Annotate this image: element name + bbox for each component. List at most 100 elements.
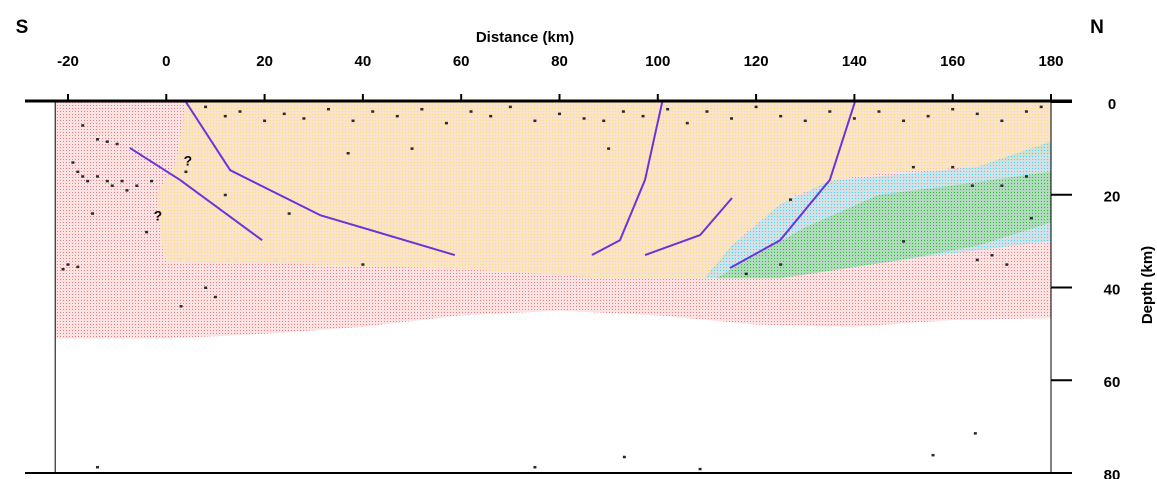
earthquake bbox=[346, 152, 350, 155]
earthquake bbox=[110, 184, 114, 187]
earthquake bbox=[803, 119, 807, 123]
earthquake bbox=[1024, 110, 1028, 113]
earthquake bbox=[931, 453, 935, 457]
earthquake bbox=[410, 147, 414, 150]
x-tick-label: 20 bbox=[256, 53, 273, 70]
earthquake bbox=[698, 467, 702, 471]
earthquake bbox=[1000, 119, 1004, 123]
earthquake bbox=[61, 267, 65, 271]
earthquake bbox=[788, 198, 792, 201]
earthquake bbox=[705, 110, 709, 113]
annotation: ? bbox=[154, 208, 163, 224]
earthquake bbox=[508, 105, 512, 109]
earthquake bbox=[990, 254, 994, 257]
y-tick-label: 60 bbox=[1104, 374, 1121, 391]
earthquake bbox=[287, 212, 291, 215]
fault bbox=[644, 197, 733, 256]
earthquake bbox=[607, 147, 611, 150]
earthquake bbox=[204, 105, 208, 109]
earthquake bbox=[66, 263, 70, 266]
earthquake bbox=[975, 258, 979, 262]
x-tick-label: -20 bbox=[57, 53, 79, 70]
earthquake bbox=[744, 272, 748, 276]
earthquake bbox=[1000, 184, 1004, 187]
region bbox=[716, 171, 1051, 279]
earthquake bbox=[641, 114, 645, 118]
south-label: S bbox=[16, 17, 29, 38]
earthquake bbox=[213, 295, 217, 299]
earthquake bbox=[263, 119, 267, 123]
earthquake bbox=[533, 465, 537, 469]
earthquake bbox=[1024, 175, 1028, 178]
annotation: ? bbox=[184, 153, 193, 169]
earthquake bbox=[145, 230, 149, 234]
earthquake bbox=[602, 119, 606, 123]
earthquake bbox=[970, 184, 974, 187]
x-tick-label: 40 bbox=[355, 53, 372, 70]
x-tick-label: 100 bbox=[645, 53, 670, 70]
earthquake bbox=[395, 114, 399, 118]
earthquake bbox=[120, 179, 124, 183]
earthquake bbox=[730, 117, 734, 120]
y-tick-label: 20 bbox=[1104, 189, 1121, 206]
x-tick-label: 80 bbox=[551, 53, 568, 70]
y-tick-label: 0 bbox=[1108, 96, 1116, 113]
earthquake bbox=[779, 114, 783, 118]
earthquake bbox=[621, 110, 625, 113]
y-tick-label: 40 bbox=[1104, 281, 1121, 298]
x-tick-label: 0 bbox=[162, 53, 170, 70]
earthquake bbox=[557, 112, 561, 116]
earthquake bbox=[911, 165, 915, 169]
earthquake bbox=[973, 432, 977, 435]
x-tick-label: 180 bbox=[1038, 53, 1063, 70]
fault bbox=[129, 147, 263, 242]
earthquake bbox=[76, 265, 80, 269]
earthquake bbox=[125, 189, 129, 192]
fault bbox=[591, 101, 664, 256]
earthquake bbox=[951, 107, 955, 111]
earthquake bbox=[223, 193, 227, 197]
earthquake bbox=[351, 119, 355, 123]
earthquake bbox=[326, 107, 330, 111]
x-axis-title: Distance (km) bbox=[476, 29, 574, 46]
earthquake bbox=[91, 212, 95, 215]
earthquake bbox=[1039, 105, 1043, 109]
x-tick-label: 120 bbox=[744, 53, 769, 70]
earthquake bbox=[1029, 216, 1033, 220]
earthquake bbox=[81, 175, 85, 178]
earthquake bbox=[779, 263, 783, 266]
earthquake bbox=[371, 110, 375, 113]
earthquake bbox=[95, 138, 99, 141]
earthquake bbox=[86, 179, 90, 183]
earthquake bbox=[95, 465, 99, 469]
region bbox=[156, 102, 1051, 279]
earthquake bbox=[105, 179, 109, 183]
earthquake bbox=[81, 124, 85, 127]
earthquake bbox=[71, 161, 75, 164]
earthquake bbox=[902, 119, 906, 123]
x-tick-label: 140 bbox=[842, 53, 867, 70]
earthquake bbox=[95, 175, 99, 178]
earthquake bbox=[754, 105, 758, 109]
earthquake bbox=[852, 117, 856, 120]
earthquake bbox=[489, 114, 493, 118]
earthquake bbox=[238, 110, 242, 113]
earthquake bbox=[420, 107, 424, 111]
y-axis-title: Depth (km) bbox=[1139, 246, 1156, 324]
earthquake bbox=[444, 121, 448, 125]
earthquake bbox=[951, 165, 955, 169]
earthquake bbox=[150, 179, 154, 183]
earthquake bbox=[975, 112, 979, 116]
earthquake bbox=[666, 107, 670, 111]
earthquake bbox=[179, 305, 183, 308]
earthquake bbox=[223, 114, 227, 118]
fault bbox=[729, 101, 856, 269]
earthquake bbox=[877, 110, 881, 113]
fault bbox=[185, 101, 456, 256]
x-tick-label: 60 bbox=[453, 53, 470, 70]
earthquake bbox=[685, 121, 689, 125]
earthquake bbox=[135, 184, 139, 187]
earthquake bbox=[302, 117, 306, 120]
earthquake bbox=[105, 140, 109, 143]
